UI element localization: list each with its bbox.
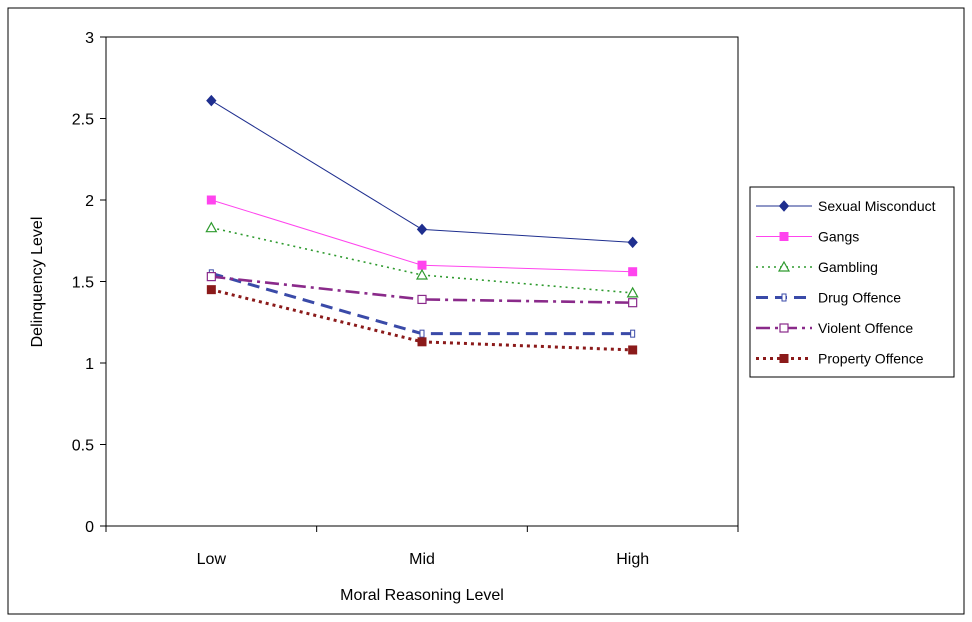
data-point (628, 345, 638, 355)
data-point (206, 285, 216, 295)
y-tick-label: 2 (85, 193, 94, 210)
data-point (627, 236, 638, 249)
series-line-4 (211, 275, 633, 304)
y-tick-label: 3 (85, 30, 94, 47)
legend-label: Gangs (818, 229, 859, 245)
data-point (417, 337, 427, 347)
y-tick-label: 0 (85, 519, 94, 536)
legend-box (749, 186, 955, 378)
data-point (417, 294, 427, 305)
legend-swatch-marker (779, 232, 789, 241)
y-tick-label: 1.5 (72, 275, 94, 292)
data-point (417, 260, 427, 270)
y-axis: 0 0.5 1 1.5 2 2.5 3 (72, 30, 106, 536)
x-tick-label: Mid (409, 551, 435, 568)
legend-label: Property Offence (818, 351, 924, 367)
data-point (419, 329, 425, 338)
legend-swatch-marker (778, 200, 790, 212)
data-point (206, 272, 216, 282)
legend: Sexual Misconduct Gangs Gambling Drug Offen… (749, 186, 955, 378)
legend-swatch-marker (779, 323, 789, 333)
data-point (205, 221, 218, 233)
data-point (628, 298, 638, 308)
y-tick-label: 2.5 (72, 112, 94, 129)
legend-swatch-marker (779, 354, 789, 363)
y-tick-label: 0.5 (72, 438, 94, 455)
data-point (416, 223, 428, 236)
legend-swatch-marker (777, 260, 791, 272)
legend-label: Violent Offence (818, 320, 913, 336)
y-axis-title: Delinquency Level (29, 217, 46, 348)
data-point (206, 195, 216, 205)
x-tick-label: Low (197, 551, 227, 568)
plot-area (105, 36, 739, 527)
data-point (415, 268, 429, 280)
legend-swatch-marker (781, 293, 787, 302)
data-point (626, 286, 639, 298)
legend-label: Drug Offence (818, 290, 901, 306)
x-tick-label: High (616, 551, 649, 568)
y-tick-label: 1 (85, 356, 94, 373)
data-point (206, 94, 217, 107)
series-layer (205, 94, 639, 355)
data-point (628, 267, 638, 277)
x-axis: Low Mid High (105, 526, 739, 568)
x-axis-title: Moral Reasoning Level (340, 587, 504, 604)
legend-label: Sexual Misconduct (818, 198, 936, 214)
legend-label: Gambling (818, 259, 878, 275)
data-point (630, 329, 636, 338)
